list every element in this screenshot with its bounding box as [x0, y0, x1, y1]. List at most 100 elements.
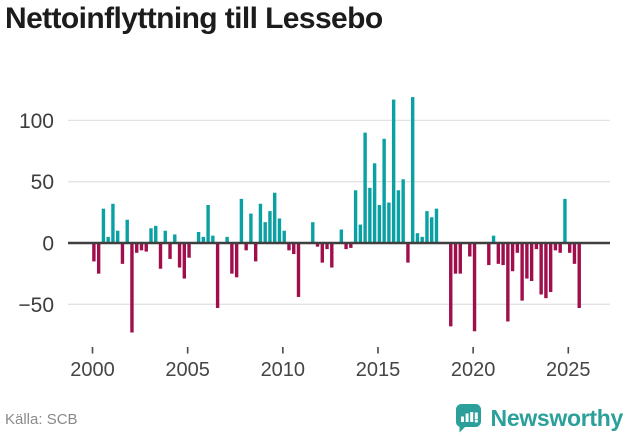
bar-2023Q1: [529, 243, 534, 282]
bar-2025Q2: [572, 243, 577, 264]
bar-2020Q1: [472, 243, 477, 332]
bar-2022Q2: [515, 243, 520, 253]
bar-2016Q3: [406, 243, 410, 263]
bar-2019Q2: [458, 243, 462, 274]
bar-2016Q1: [396, 190, 401, 243]
bar-2008Q4: [258, 203, 263, 243]
bar-2025Q3: [577, 243, 581, 308]
bar-2023Q4: [544, 243, 548, 299]
bar-2013Q4: [353, 190, 358, 243]
bar-2015Q2: [382, 138, 386, 243]
bar-2012Q2: [325, 243, 329, 250]
bar-2024Q2: [553, 243, 558, 251]
bar-2007Q3: [234, 243, 239, 278]
bar-2008Q2: [249, 213, 253, 243]
bar-2023Q3: [539, 243, 543, 295]
bar-2015Q1: [377, 204, 382, 243]
bar-2003Q3: [158, 243, 163, 269]
bar-2006Q2: [211, 235, 215, 243]
newsworthy-logo-text: Newsworthy: [490, 404, 624, 431]
newsworthy-logo[interactable]: Newsworthy: [455, 403, 623, 433]
bar-2021Q3: [501, 243, 505, 266]
bar-2008Q1: [244, 243, 248, 251]
bar-2008Q3: [253, 243, 258, 262]
bar-2019Q1: [453, 243, 458, 274]
bar-2012Q1: [320, 243, 324, 263]
chart-title: Nettoinflyttning till Lessebo: [5, 2, 383, 35]
bar-2014Q1: [358, 224, 363, 243]
bar-2003Q2: [154, 225, 158, 243]
bar-2009Q2: [268, 211, 272, 243]
bar-2004Q2: [173, 234, 177, 243]
bar-2024Q4: [563, 198, 567, 243]
bar-2024Q3: [558, 243, 562, 253]
bar-2014Q3: [368, 187, 372, 243]
bar-2005Q4: [201, 236, 206, 243]
x-tick-label-2025: 2025: [546, 359, 591, 381]
bar-2015Q4: [391, 99, 396, 243]
source-label: Källa: SCB: [5, 411, 78, 428]
bar-2018Q4: [449, 243, 453, 327]
bar-2001Q3: [120, 243, 125, 264]
bar-2001Q1: [111, 203, 115, 243]
bar-2025Q1: [568, 243, 572, 253]
bar-2013Q1: [339, 229, 344, 243]
bar-2022Q4: [525, 243, 529, 279]
bar-2004Q3: [177, 243, 182, 268]
bar-2002Q1: [130, 243, 134, 333]
bar-2022Q1: [510, 243, 515, 272]
bar-2010Q4: [296, 243, 301, 297]
bar-2004Q1: [168, 243, 172, 259]
bar-2014Q4: [372, 163, 377, 243]
bar-2010Q2: [287, 243, 291, 251]
bar-2017Q1: [415, 233, 420, 243]
bar-2023Q2: [534, 243, 539, 250]
bar-2010Q3: [292, 243, 296, 255]
bar-2012Q3: [330, 243, 334, 268]
bar-2007Q4: [239, 198, 244, 243]
bar-2011Q3: [311, 222, 315, 243]
bar-2001Q4: [125, 219, 129, 243]
bar-2002Q3: [139, 243, 144, 251]
bar-2013Q2: [344, 243, 348, 250]
y-tick-label-50: 50: [31, 171, 54, 194]
bar-2009Q3: [273, 192, 277, 243]
bar-2017Q2: [420, 236, 424, 243]
bar-2003Q1: [149, 228, 153, 243]
bar-2009Q1: [263, 222, 267, 243]
bar-2013Q3: [349, 243, 353, 248]
bar-2003Q4: [163, 230, 167, 243]
x-tick-label-2020: 2020: [451, 359, 496, 381]
net-migration-bar-chart: 100 50 0 −50 2000 2005 2010 2015 2020 2025: [18, 97, 610, 381]
bar-2001Q2: [115, 230, 120, 243]
bar-2007Q1: [225, 236, 229, 243]
bar-2007Q2: [230, 243, 234, 274]
bar-2021Q2: [496, 243, 501, 264]
bar-2024Q1: [548, 243, 553, 293]
bar-2018Q1: [434, 208, 439, 243]
bar-2005Q3: [196, 231, 201, 243]
y-tick-label--50: −50: [18, 294, 54, 317]
bar-2004Q4: [182, 243, 186, 279]
newsworthy-logo-icon: [455, 404, 481, 433]
bar-2016Q4: [410, 97, 415, 243]
bar-2021Q4: [506, 243, 510, 322]
bar-2009Q4: [277, 218, 282, 243]
bar-2017Q4: [430, 217, 434, 243]
bar-2000Q2: [96, 243, 101, 274]
bar-2015Q3: [387, 202, 391, 243]
bar-2021Q1: [491, 235, 496, 243]
bar-2005Q1: [187, 243, 191, 258]
bar-2006Q3: [215, 243, 220, 308]
bar-2022Q3: [520, 243, 524, 301]
bar-2002Q2: [135, 243, 139, 253]
x-tick-label-2005: 2005: [165, 359, 210, 381]
bar-2016Q2: [401, 179, 405, 243]
bar-2010Q1: [282, 230, 286, 243]
bar-2011Q4: [315, 243, 320, 247]
y-tick-label-100: 100: [19, 110, 54, 133]
bar-2019Q4: [468, 243, 472, 257]
y-tick-label-0: 0: [42, 233, 54, 256]
bar-2006Q1: [206, 204, 210, 243]
